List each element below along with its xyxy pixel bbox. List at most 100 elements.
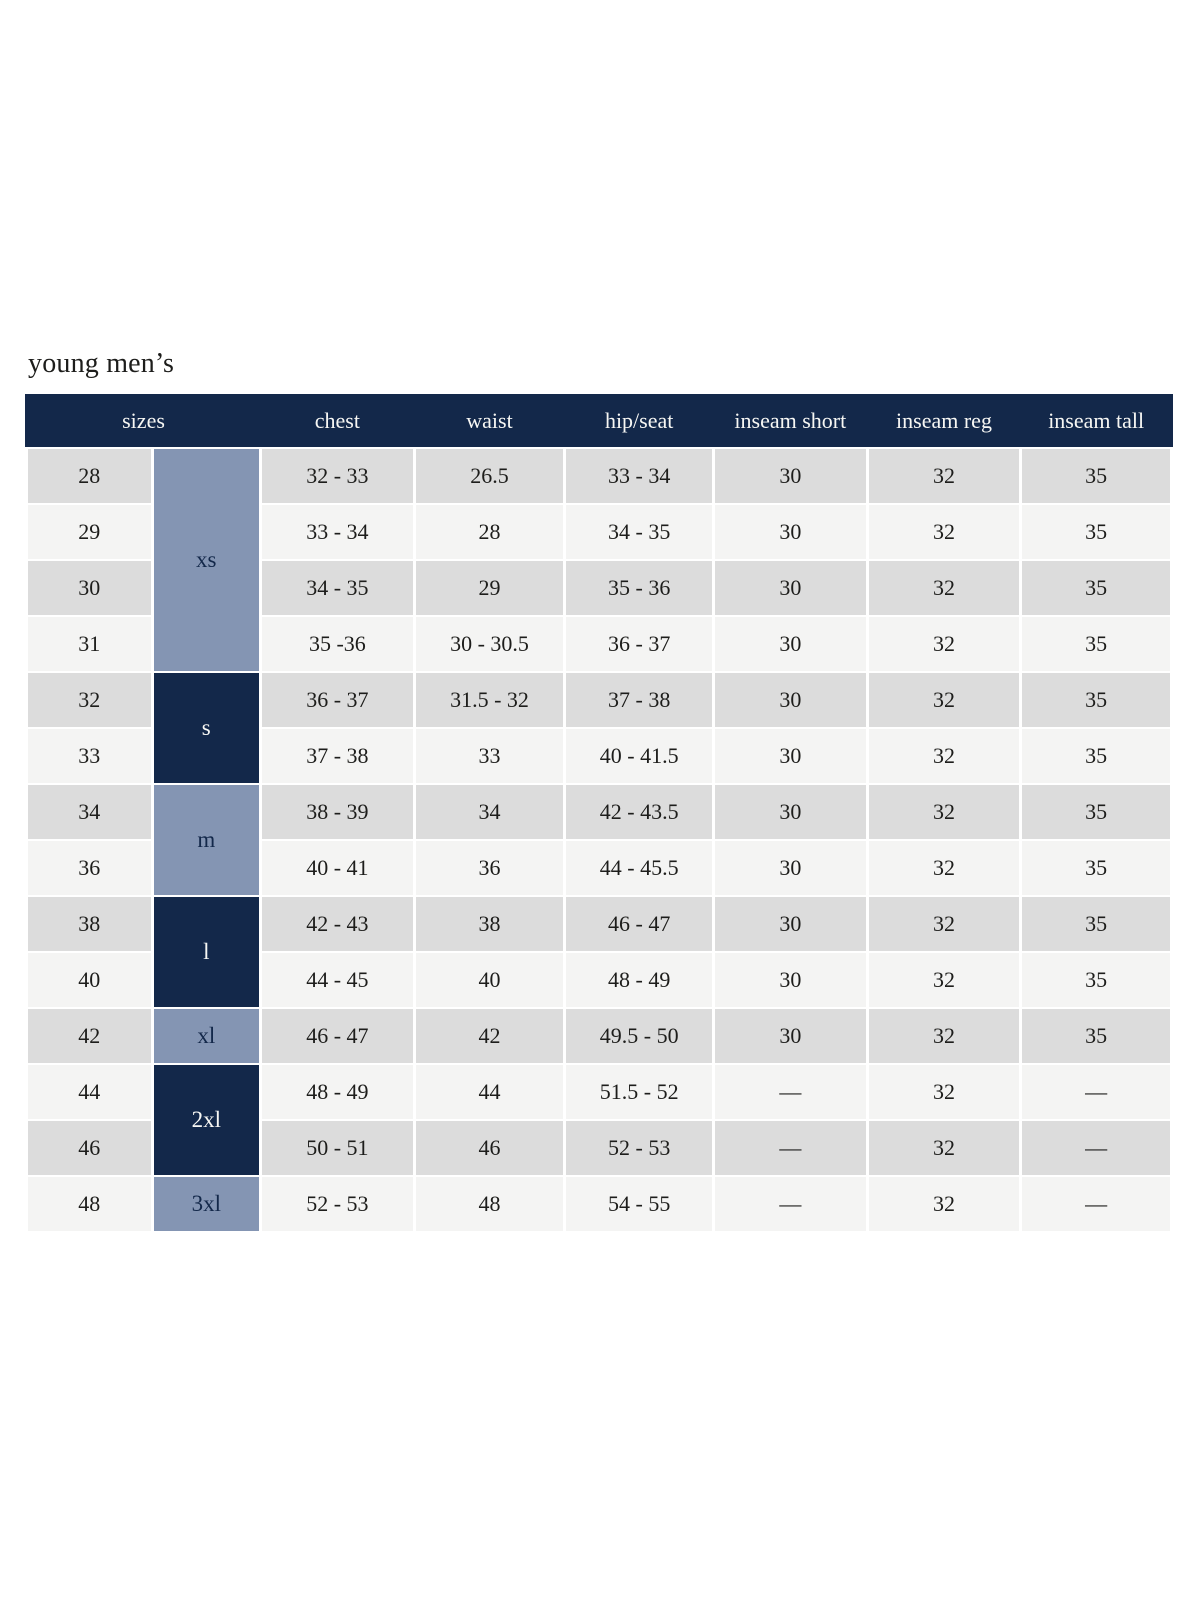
cell-chest: 46 - 47: [262, 1009, 413, 1063]
cell-size: 34: [28, 785, 151, 839]
cell-waist: 26.5: [415, 449, 564, 503]
cell-waist: 30 - 30.5: [415, 617, 564, 671]
cell-chest: 32 - 33: [262, 449, 413, 503]
cell-hip-seat: 42 - 43.5: [566, 785, 712, 839]
size-group-l: l: [153, 897, 260, 1007]
cell-size: 48: [28, 1177, 151, 1231]
cell-inseam-reg: 32: [868, 1009, 1020, 1063]
cell-waist: 38: [415, 897, 564, 951]
page-title: young men’s: [28, 348, 175, 379]
cell-inseam-tall: —: [1022, 1177, 1170, 1231]
cell-inseam-short: 30: [714, 729, 866, 783]
cell-chest: 44 - 45: [262, 953, 413, 1007]
cell-hip-seat: 51.5 - 52: [566, 1065, 712, 1119]
size-group-2xl: 2xl: [153, 1065, 260, 1175]
cell-size: 42: [28, 1009, 151, 1063]
cell-inseam-reg: 32: [868, 1121, 1020, 1175]
cell-inseam-tall: 35: [1022, 897, 1170, 951]
cell-chest: 37 - 38: [262, 729, 413, 783]
cell-size: 32: [28, 673, 151, 727]
cell-inseam-reg: 32: [868, 505, 1020, 559]
column-header-chest: chest: [314, 407, 360, 433]
cell-inseam-tall: 35: [1022, 841, 1170, 895]
cell-inseam-tall: 35: [1022, 505, 1170, 559]
cell-inseam-short: 30: [714, 673, 866, 727]
cell-hip-seat: 40 - 41.5: [566, 729, 712, 783]
cell-hip-seat: 34 - 35: [566, 505, 712, 559]
cell-size: 46: [28, 1121, 151, 1175]
cell-hip-seat: 33 - 34: [566, 449, 712, 503]
cell-hip-seat: 54 - 55: [566, 1177, 712, 1231]
cell-inseam-reg: 32: [868, 561, 1020, 615]
cell-chest: 42 - 43: [262, 897, 413, 951]
cell-inseam-short: 30: [714, 561, 866, 615]
cell-inseam-reg: 32: [868, 1177, 1020, 1231]
cell-inseam-tall: 35: [1022, 953, 1170, 1007]
cell-size: 31: [28, 617, 151, 671]
cell-chest: 33 - 34: [262, 505, 413, 559]
cell-hip-seat: 36 - 37: [566, 617, 712, 671]
size-group-m: m: [153, 785, 260, 895]
cell-inseam-short: 30: [714, 785, 866, 839]
cell-inseam-tall: 35: [1022, 673, 1170, 727]
cell-inseam-reg: 32: [868, 785, 1020, 839]
cell-inseam-short: 30: [714, 505, 866, 559]
cell-waist: 42: [415, 1009, 564, 1063]
cell-inseam-tall: 35: [1022, 729, 1170, 783]
cell-inseam-reg: 32: [868, 449, 1020, 503]
cell-chest: 35 -36: [262, 617, 413, 671]
cell-size: 44: [28, 1065, 151, 1119]
cell-waist: 33: [415, 729, 564, 783]
cell-hip-seat: 48 - 49: [566, 953, 712, 1007]
cell-hip-seat: 46 - 47: [566, 897, 712, 951]
cell-inseam-reg: 32: [868, 729, 1020, 783]
cell-waist: 44: [415, 1065, 564, 1119]
cell-size: 33: [28, 729, 151, 783]
cell-inseam-tall: —: [1022, 1121, 1170, 1175]
cell-inseam-tall: 35: [1022, 785, 1170, 839]
cell-size: 30: [28, 561, 151, 615]
cell-waist: 29: [415, 561, 564, 615]
cell-size: 38: [28, 897, 151, 951]
cell-waist: 46: [415, 1121, 564, 1175]
cell-inseam-tall: 35: [1022, 449, 1170, 503]
cell-waist: 40: [415, 953, 564, 1007]
cell-chest: 50 - 51: [262, 1121, 413, 1175]
column-header-waist: waist: [466, 407, 513, 433]
cell-inseam-reg: 32: [868, 673, 1020, 727]
cell-inseam-short: —: [714, 1121, 866, 1175]
cell-chest: 48 - 49: [262, 1065, 413, 1119]
cell-chest: 52 - 53: [262, 1177, 413, 1231]
cell-inseam-short: 30: [714, 841, 866, 895]
size-group-xs: xs: [153, 449, 260, 671]
cell-inseam-reg: 32: [868, 953, 1020, 1007]
cell-hip-seat: 35 - 36: [566, 561, 712, 615]
cell-inseam-tall: 35: [1022, 561, 1170, 615]
column-header-sizes: sizes: [122, 407, 165, 433]
cell-hip-seat: 37 - 38: [566, 673, 712, 727]
size-group-xl: xl: [153, 1009, 260, 1063]
cell-inseam-short: 30: [714, 617, 866, 671]
cell-inseam-reg: 32: [868, 897, 1020, 951]
cell-inseam-short: —: [714, 1065, 866, 1119]
column-header-inseam-tall: inseam tall: [1048, 407, 1145, 433]
size-chart-table: sizes chest waist hip/seat inseam short …: [25, 394, 1173, 1231]
column-header-inseam-short: inseam short: [734, 407, 847, 433]
size-group-s: s: [153, 673, 260, 783]
cell-waist: 34: [415, 785, 564, 839]
cell-size: 29: [28, 505, 151, 559]
table-header-bar: [25, 394, 1173, 447]
cell-size: 40: [28, 953, 151, 1007]
cell-hip-seat: 52 - 53: [566, 1121, 712, 1175]
cell-waist: 28: [415, 505, 564, 559]
cell-size: 36: [28, 841, 151, 895]
cell-inseam-short: 30: [714, 449, 866, 503]
cell-inseam-tall: —: [1022, 1065, 1170, 1119]
cell-inseam-tall: 35: [1022, 1009, 1170, 1063]
cell-size: 28: [28, 449, 151, 503]
column-header-hip-seat: hip/seat: [604, 407, 674, 433]
cell-inseam-short: 30: [714, 1009, 866, 1063]
cell-chest: 38 - 39: [262, 785, 413, 839]
cell-hip-seat: 44 - 45.5: [566, 841, 712, 895]
